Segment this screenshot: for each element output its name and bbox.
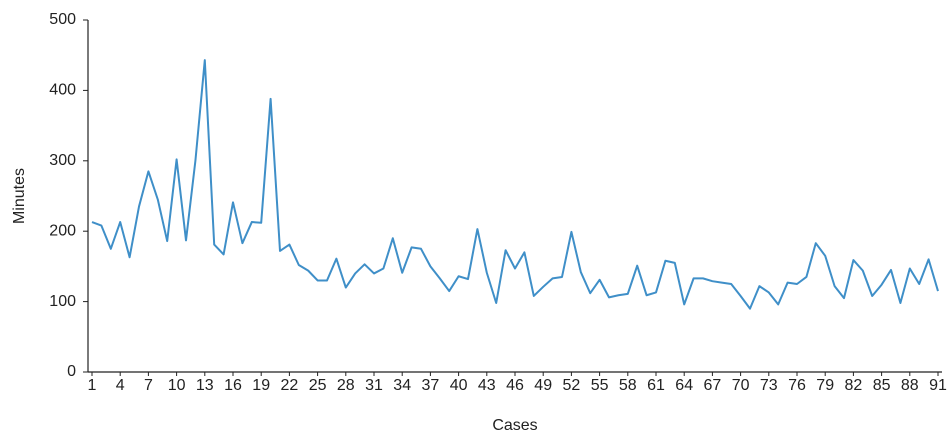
x-tick-label: 67 (704, 377, 722, 394)
x-tick-label: 28 (337, 377, 355, 394)
x-tick-label: 55 (591, 377, 609, 394)
x-tick-label: 49 (534, 377, 552, 394)
x-axis-label: Cases (492, 417, 537, 434)
y-axis-label: Minutes (11, 168, 28, 224)
x-tick-label: 76 (788, 377, 806, 394)
x-tick-label: 25 (309, 377, 327, 394)
x-tick-label: 70 (732, 377, 750, 394)
x-tick-label: 7 (144, 377, 153, 394)
x-tick-label: 46 (506, 377, 524, 394)
x-tick-label: 10 (168, 377, 186, 394)
x-tick-label: 13 (196, 377, 214, 394)
y-tick-label: 0 (67, 363, 76, 380)
x-tick-label: 31 (365, 377, 383, 394)
y-tick-label: 100 (49, 293, 76, 310)
x-tick-label: 4 (116, 377, 125, 394)
x-tick-label: 37 (422, 377, 440, 394)
x-tick-label: 40 (450, 377, 468, 394)
x-tick-label: 73 (760, 377, 778, 394)
x-tick-label: 1 (88, 377, 97, 394)
x-tick-label: 58 (619, 377, 637, 394)
x-tick-label: 52 (563, 377, 581, 394)
x-tick-label: 82 (845, 377, 863, 394)
x-tick-label: 88 (901, 377, 919, 394)
x-tick-label: 16 (224, 377, 242, 394)
x-tick-label: 64 (675, 377, 693, 394)
x-tick-label: 91 (929, 377, 947, 394)
x-tick-label: 79 (816, 377, 834, 394)
x-tick-label: 85 (873, 377, 891, 394)
y-tick-label: 300 (49, 152, 76, 169)
x-tick-label: 22 (281, 377, 299, 394)
y-tick-label: 400 (49, 82, 76, 99)
data-line (91, 59, 939, 310)
y-tick-label: 500 (49, 11, 76, 28)
x-tick-label: 43 (478, 377, 496, 394)
y-tick-label: 200 (49, 222, 76, 239)
x-tick-label: 34 (393, 377, 411, 394)
x-tick-label: 61 (647, 377, 665, 394)
x-tick-label: 19 (252, 377, 270, 394)
